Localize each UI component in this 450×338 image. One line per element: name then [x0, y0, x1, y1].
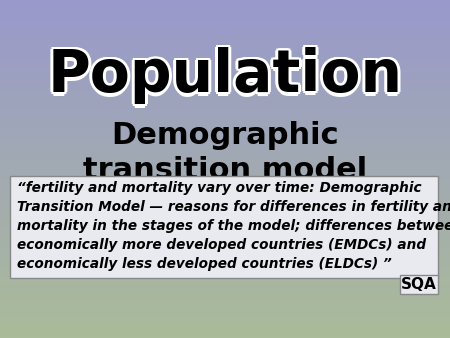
Text: Population: Population: [48, 48, 402, 104]
Text: Population: Population: [48, 49, 402, 106]
Text: Population: Population: [50, 48, 405, 104]
Text: Population: Population: [45, 46, 400, 102]
Text: Population: Population: [48, 50, 402, 107]
Text: Population: Population: [50, 46, 405, 102]
Text: “fertility and mortality vary over time: Demographic
Transition Model — reasons : “fertility and mortality vary over time:…: [17, 181, 450, 271]
Text: Population: Population: [50, 49, 405, 106]
Text: SQA: SQA: [401, 277, 437, 292]
Text: Population: Population: [45, 49, 400, 106]
FancyBboxPatch shape: [10, 176, 438, 278]
FancyBboxPatch shape: [400, 275, 438, 294]
Text: Population: Population: [48, 45, 402, 101]
Text: Population: Population: [50, 48, 405, 104]
Text: Population: Population: [48, 46, 402, 102]
Text: Population: Population: [45, 48, 400, 104]
Text: Demographic
transition model: Demographic transition model: [83, 121, 367, 186]
Text: Population: Population: [45, 48, 400, 104]
